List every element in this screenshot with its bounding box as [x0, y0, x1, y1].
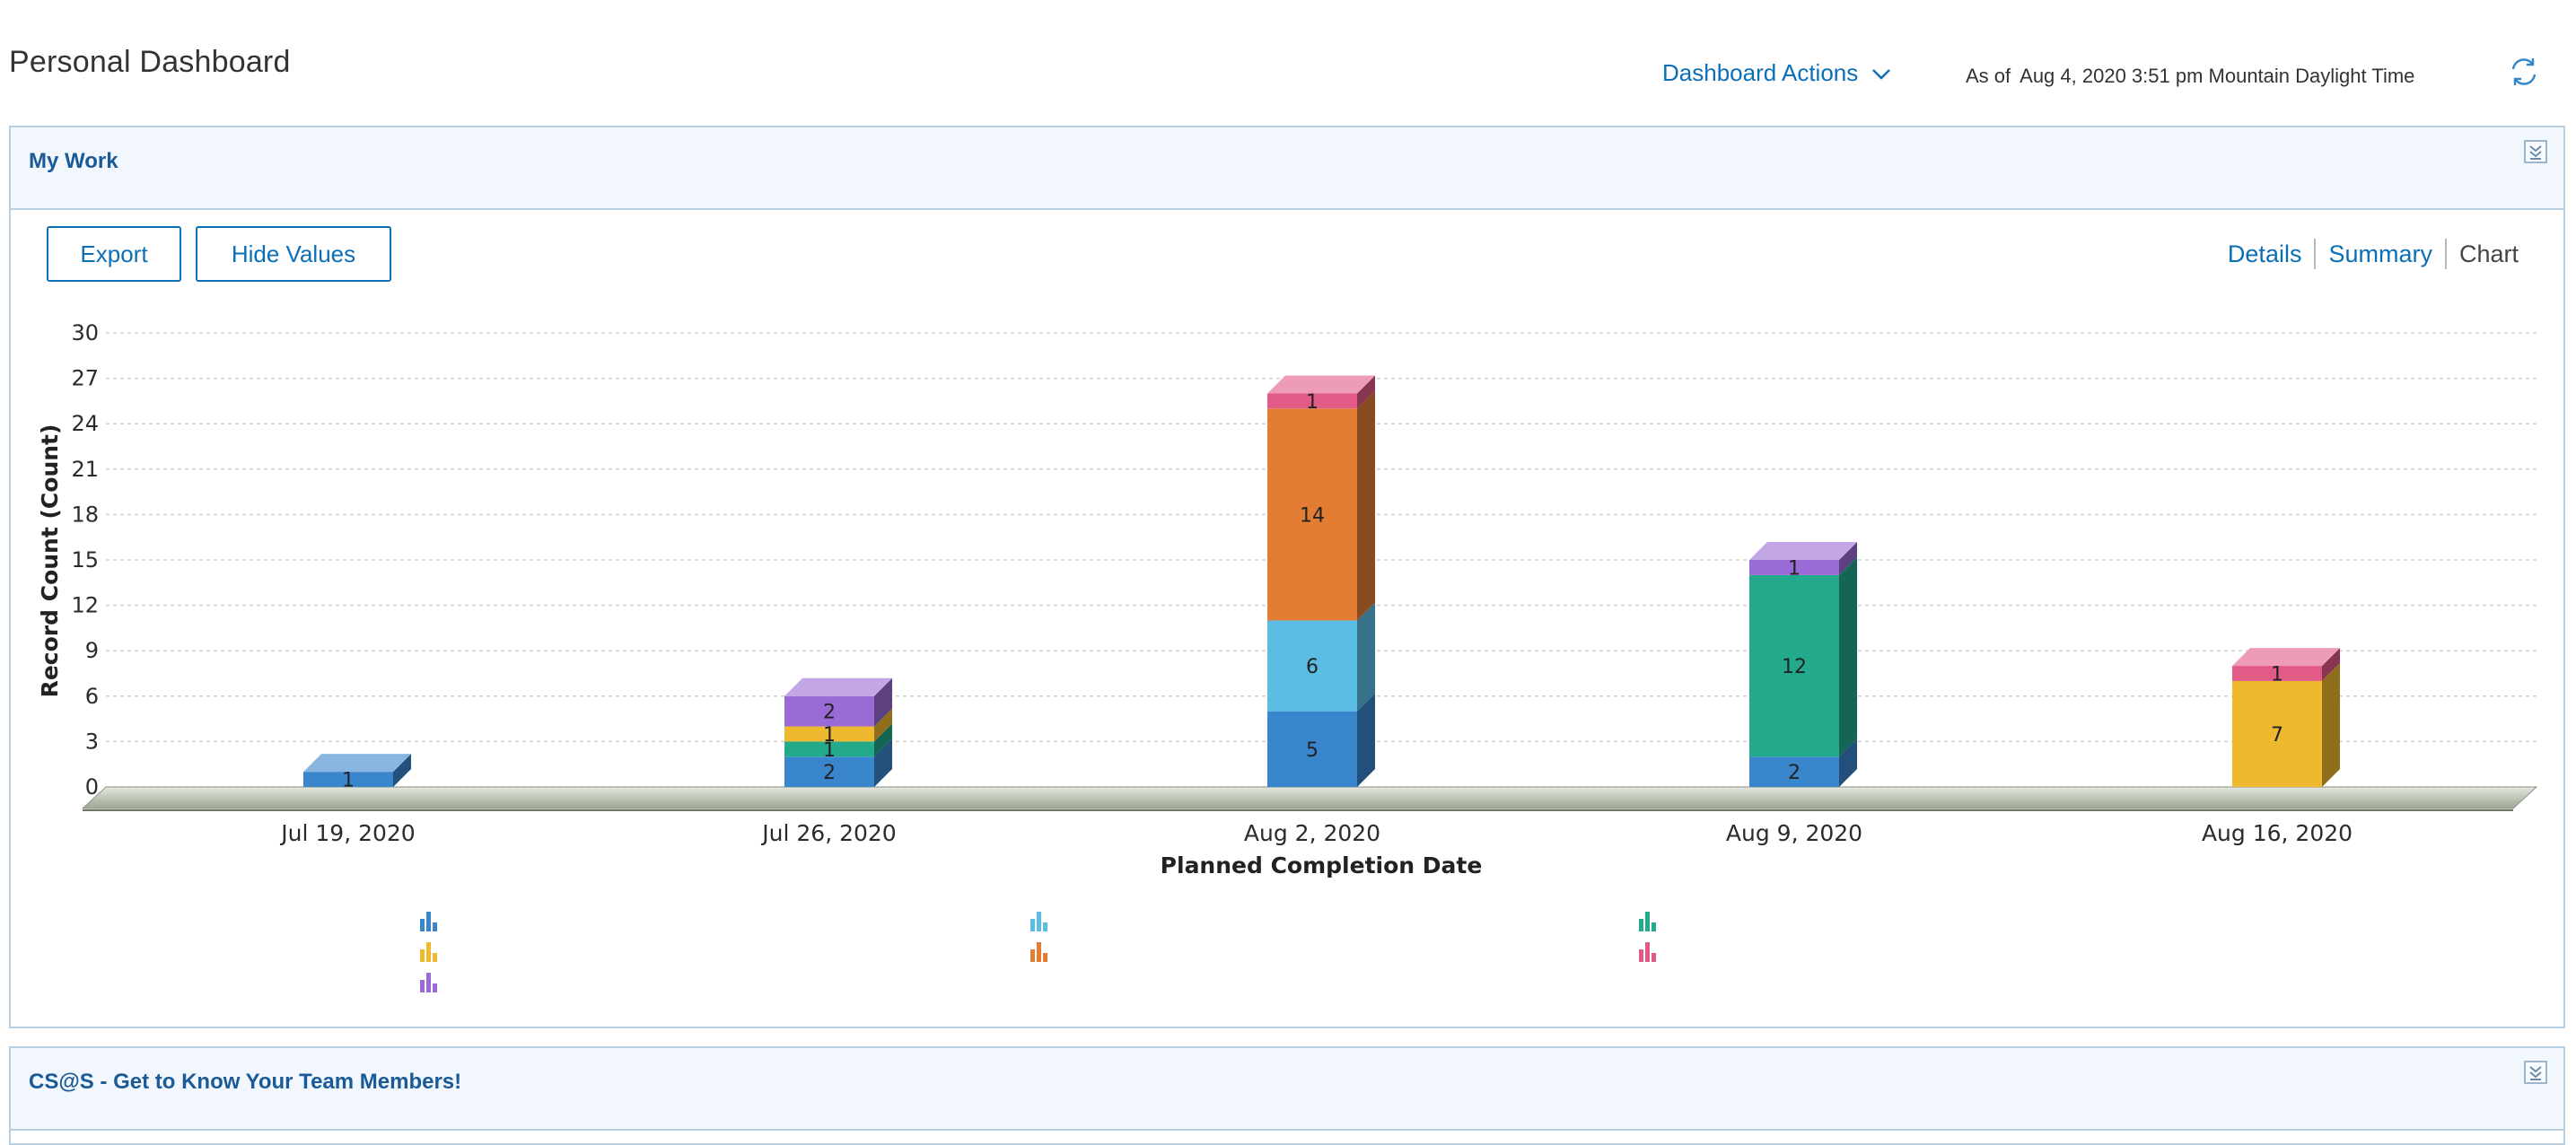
summary-view-link[interactable]: Summary	[2328, 240, 2432, 267]
export-button[interactable]: Export	[47, 226, 181, 282]
bar-value-label: 12	[1782, 656, 1807, 678]
bar-chart-legend-icon[interactable]	[418, 908, 442, 931]
bar-chart-legend-icon[interactable]	[1637, 908, 1660, 931]
y-tick-label: 3	[85, 729, 99, 754]
bar-value-label: 2	[1788, 762, 1801, 784]
bar-segment-side	[874, 723, 892, 757]
view-divider	[2444, 239, 2447, 269]
bar-segment-side	[874, 677, 892, 727]
bar-value-label: 1	[1306, 391, 1319, 414]
chevron-down-icon	[1872, 68, 1891, 80]
bar-segment-side	[874, 739, 892, 787]
view-switcher: Details Summary Chart	[2228, 239, 2519, 269]
view-divider	[2314, 239, 2317, 269]
bar-segment-top	[1267, 375, 1375, 394]
dashboard-actions-label: Dashboard Actions	[1662, 59, 1859, 86]
bar-segment-side	[1839, 542, 1857, 575]
bar-segment	[1749, 756, 1839, 787]
collapse-icon[interactable]	[2524, 1061, 2547, 1084]
bar-segment-side	[1357, 693, 1375, 787]
bar-segment-side	[1839, 556, 1857, 757]
bar-segment	[784, 741, 874, 757]
bar-segment-side	[2322, 662, 2340, 787]
y-tick-label: 0	[85, 774, 99, 800]
bar-segment-side	[1357, 602, 1375, 712]
panel-title: CS@S - Get to Know Your Team Members!	[29, 1070, 462, 1094]
as-of-time: Aug 4, 2020 3:51 pm Mountain Daylight Ti…	[2020, 65, 2415, 87]
panel-header: CS@S - Get to Know Your Team Members!	[11, 1048, 2563, 1131]
team-members-panel: CS@S - Get to Know Your Team Members!	[9, 1046, 2565, 1145]
dashboard-actions-button[interactable]: Dashboard Actions	[1662, 59, 1892, 87]
chart-floor	[81, 786, 2538, 809]
y-tick-label: 27	[71, 366, 99, 391]
bar-chart-legend-icon[interactable]	[1637, 939, 1660, 962]
bar-segment-side	[1839, 739, 1857, 787]
y-tick-label: 18	[71, 502, 99, 527]
bar-segment-side	[1357, 375, 1375, 409]
bar-segment-side	[874, 708, 892, 742]
bar-segment	[2232, 680, 2322, 787]
bar-segment	[784, 695, 874, 727]
bar-segment	[1267, 711, 1357, 787]
refresh-icon[interactable]	[2506, 54, 2542, 90]
bar-segment-side	[1357, 390, 1375, 621]
bar-segment-top	[303, 754, 411, 773]
as-of-timestamp: As of Aug 4, 2020 3:51 pm Mountain Daylig…	[1966, 65, 2414, 88]
bar-segment	[1267, 408, 1357, 621]
chart-view-link[interactable]: Chart	[2458, 240, 2519, 267]
y-tick-label: 9	[85, 638, 99, 663]
bar-segment	[1749, 574, 1839, 757]
x-axis-title: Planned Completion Date	[1161, 852, 1483, 878]
hide-values-button[interactable]: Hide Values	[196, 226, 391, 282]
bar-segment	[784, 756, 874, 787]
page-title: Personal Dashboard	[9, 45, 291, 79]
y-tick-label: 30	[71, 320, 99, 345]
bar-value-label: 1	[342, 770, 355, 792]
bar-segment-top	[784, 677, 892, 696]
y-tick-label: 24	[71, 411, 99, 436]
bar-value-label: 2	[823, 702, 836, 724]
x-tick-label: Aug 2, 2020	[1244, 820, 1380, 846]
bar-value-label: 2	[823, 762, 836, 784]
as-of-label: As of	[1966, 65, 2011, 87]
bar-segment	[784, 726, 874, 742]
panel-header: My Work	[11, 127, 2563, 210]
bar-value-label: 6	[1306, 656, 1319, 678]
details-view-link[interactable]: Details	[2227, 240, 2302, 267]
collapse-icon[interactable]	[2524, 140, 2547, 163]
bar-segment	[1267, 620, 1357, 712]
x-tick-label: Aug 16, 2020	[2202, 820, 2353, 846]
x-tick-label: Jul 19, 2020	[279, 820, 415, 846]
bar-chart-legend-icon[interactable]	[1029, 908, 1052, 931]
bar-segment-side	[2322, 648, 2340, 681]
x-tick-label: Jul 26, 2020	[760, 820, 896, 846]
y-axis-title: Record Count (Count)	[37, 424, 63, 698]
bar-segment	[303, 772, 393, 787]
bar-value-label: 5	[1306, 739, 1319, 762]
bar-segment	[1749, 560, 1839, 575]
y-tick-label: 15	[71, 547, 99, 572]
bar-value-label: 7	[2271, 724, 2283, 747]
my-work-panel: My Work Export Hide Values Details Summa…	[9, 126, 2565, 1028]
y-tick-label: 6	[85, 684, 99, 709]
y-tick-label: 21	[71, 457, 99, 482]
bar-chart-legend-icon[interactable]	[418, 939, 442, 962]
x-tick-label: Aug 9, 2020	[1726, 820, 1862, 846]
bar-segment	[1267, 393, 1357, 409]
bar-segment-side	[393, 754, 411, 787]
bar-value-label: 14	[1300, 504, 1325, 527]
bar-chart-legend-icon[interactable]	[418, 969, 442, 992]
y-tick-label: 12	[71, 593, 99, 618]
bar-chart-legend-icon[interactable]	[1029, 939, 1052, 962]
bar-value-label: 1	[2271, 664, 2283, 686]
bar-value-label: 1	[823, 724, 836, 747]
panel-title: My Work	[29, 149, 118, 173]
bar-segment-top	[1749, 542, 1857, 560]
bar-segment-top	[2232, 648, 2340, 667]
bar-value-label: 1	[823, 739, 836, 762]
bar-segment	[2232, 666, 2322, 681]
bar-value-label: 1	[1788, 557, 1801, 580]
